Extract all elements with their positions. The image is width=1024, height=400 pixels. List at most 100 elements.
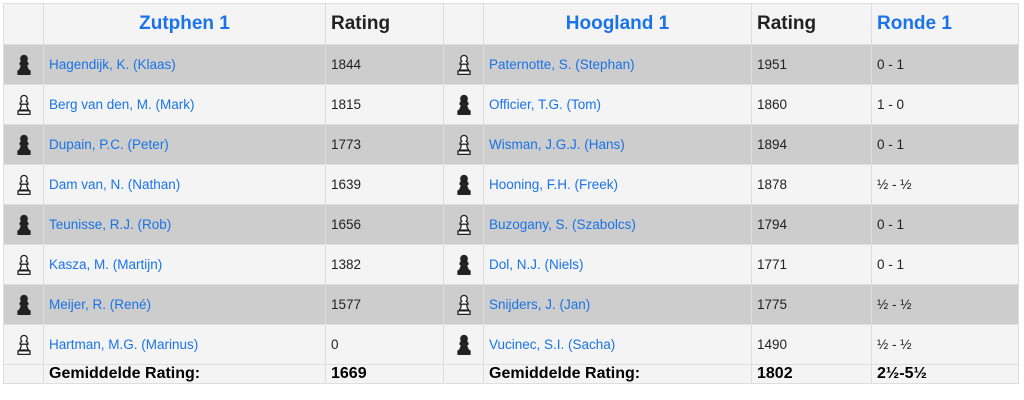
away-team-header: Hoogland 1 <box>483 3 752 45</box>
home-piece-cell <box>3 164 44 205</box>
white-pawn-icon <box>16 254 31 275</box>
away-piece-cell <box>443 84 484 125</box>
away-player-link[interactable]: Buzogany, S. (Szabolcs) <box>489 217 636 232</box>
away-piece-cell <box>443 44 484 85</box>
home-piece-cell <box>3 124 44 165</box>
home-player-cell: Teunisse, R.J. (Rob) <box>43 204 326 245</box>
home-player-link[interactable]: Kasza, M. (Martijn) <box>49 257 163 272</box>
result-cell: ½ - ½ <box>871 284 1019 325</box>
white-pawn-icon <box>456 294 471 315</box>
home-rating-header: Rating <box>325 3 444 45</box>
home-average-label: Gemiddelde Rating: <box>43 364 326 384</box>
away-rating-cell: 1878 <box>751 164 872 205</box>
home-player-link[interactable]: Hagendijk, K. (Klaas) <box>49 57 176 72</box>
away-rating-cell: 1794 <box>751 204 872 245</box>
home-player-link[interactable]: Dupain, P.C. (Peter) <box>49 137 169 152</box>
result-cell: 0 - 1 <box>871 204 1019 245</box>
away-player-link[interactable]: Officier, T.G. (Tom) <box>489 97 602 112</box>
away-player-link[interactable]: Wisman, J.G.J. (Hans) <box>489 137 625 152</box>
away-rating-header: Rating <box>751 3 872 45</box>
home-player-link[interactable]: Berg van den, M. (Mark) <box>49 97 195 112</box>
home-rating-cell: 1656 <box>325 204 444 245</box>
home-piece-cell <box>3 284 44 325</box>
home-rating-cell: 1382 <box>325 244 444 285</box>
header-row: Zutphen 1 Rating Hoogland 1 Rating Ronde… <box>3 3 1019 45</box>
away-rating-cell: 1775 <box>751 284 872 325</box>
home-player-link[interactable]: Teunisse, R.J. (Rob) <box>49 217 172 232</box>
board-row: Hagendijk, K. (Klaas) 1844 Paternotte, S… <box>3 44 1019 85</box>
away-player-cell: Hooning, F.H. (Freek) <box>483 164 752 205</box>
away-piece-cell <box>443 244 484 285</box>
home-player-cell: Hagendijk, K. (Klaas) <box>43 44 326 85</box>
away-player-cell: Dol, N.J. (Niels) <box>483 244 752 285</box>
black-pawn-icon <box>16 214 31 235</box>
white-pawn-icon <box>16 94 31 115</box>
result-cell: 0 - 1 <box>871 44 1019 85</box>
away-piece-cell <box>443 124 484 165</box>
home-piece-cell <box>3 44 44 85</box>
home-piece-cell <box>3 324 44 365</box>
away-rating-cell: 1490 <box>751 324 872 365</box>
home-piece-cell <box>3 244 44 285</box>
black-pawn-icon <box>16 134 31 155</box>
board-row: Dam van, N. (Nathan) 1639 Hooning, F.H. … <box>3 164 1019 205</box>
home-piece-cell <box>3 204 44 245</box>
home-rating-cell: 1773 <box>325 124 444 165</box>
board-row: Kasza, M. (Martijn) 1382 Dol, N.J. (Niel… <box>3 244 1019 285</box>
away-player-link[interactable]: Dol, N.J. (Niels) <box>489 257 584 272</box>
away-player-cell: Officier, T.G. (Tom) <box>483 84 752 125</box>
black-pawn-icon <box>456 174 471 195</box>
away-player-link[interactable]: Snijders, J. (Jan) <box>489 297 591 312</box>
away-player-cell: Buzogany, S. (Szabolcs) <box>483 204 752 245</box>
home-player-link[interactable]: Meijer, R. (René) <box>49 297 152 312</box>
footer-spacer <box>443 364 484 384</box>
total-score: 2½-5½ <box>871 364 1019 384</box>
away-piece-cell <box>443 324 484 365</box>
board-row: Dupain, P.C. (Peter) 1773 Wisman, J.G.J.… <box>3 124 1019 165</box>
white-pawn-icon <box>16 334 31 355</box>
board-row: Meijer, R. (René) 1577 Snijders, J. (Jan… <box>3 284 1019 325</box>
match-table: Zutphen 1 Rating Hoogland 1 Rating Ronde… <box>3 3 1019 384</box>
black-pawn-icon <box>456 94 471 115</box>
home-player-cell: Meijer, R. (René) <box>43 284 326 325</box>
away-player-cell: Vucinec, S.I. (Sacha) <box>483 324 752 365</box>
home-rating-cell: 1844 <box>325 44 444 85</box>
away-rating-cell: 1771 <box>751 244 872 285</box>
home-rating-cell: 1815 <box>325 84 444 125</box>
result-cell: ½ - ½ <box>871 164 1019 205</box>
round-header: Ronde 1 <box>871 3 1019 45</box>
board-row: Teunisse, R.J. (Rob) 1656 Buzogany, S. (… <box>3 204 1019 245</box>
home-player-cell: Berg van den, M. (Mark) <box>43 84 326 125</box>
away-player-link[interactable]: Vucinec, S.I. (Sacha) <box>489 337 616 352</box>
white-pawn-icon <box>456 54 471 75</box>
result-cell: 0 - 1 <box>871 124 1019 165</box>
away-rating-cell: 1951 <box>751 44 872 85</box>
black-pawn-icon <box>456 334 471 355</box>
away-piece-cell <box>443 204 484 245</box>
away-piece-cell <box>443 164 484 205</box>
home-player-link[interactable]: Dam van, N. (Nathan) <box>49 177 181 192</box>
footer-spacer <box>3 364 44 384</box>
away-piece-cell <box>443 284 484 325</box>
away-player-cell: Wisman, J.G.J. (Hans) <box>483 124 752 165</box>
home-player-cell: Hartman, M.G. (Marinus) <box>43 324 326 365</box>
black-pawn-icon <box>456 254 471 275</box>
header-spacer <box>443 3 484 45</box>
result-cell: 0 - 1 <box>871 244 1019 285</box>
white-pawn-icon <box>16 174 31 195</box>
away-rating-cell: 1894 <box>751 124 872 165</box>
away-player-cell: Snijders, J. (Jan) <box>483 284 752 325</box>
board-row: Berg van den, M. (Mark) 1815 Officier, T… <box>3 84 1019 125</box>
home-piece-cell <box>3 84 44 125</box>
home-player-link[interactable]: Hartman, M.G. (Marinus) <box>49 337 199 352</box>
home-team-header: Zutphen 1 <box>43 3 326 45</box>
away-player-link[interactable]: Hooning, F.H. (Freek) <box>489 177 619 192</box>
average-row: Gemiddelde Rating: 1669 Gemiddelde Ratin… <box>3 364 1019 384</box>
black-pawn-icon <box>16 54 31 75</box>
white-pawn-icon <box>456 134 471 155</box>
home-rating-cell: 1639 <box>325 164 444 205</box>
home-average-rating: 1669 <box>325 364 444 384</box>
result-cell: ½ - ½ <box>871 324 1019 365</box>
header-spacer <box>3 3 44 45</box>
away-player-link[interactable]: Paternotte, S. (Stephan) <box>489 57 635 72</box>
